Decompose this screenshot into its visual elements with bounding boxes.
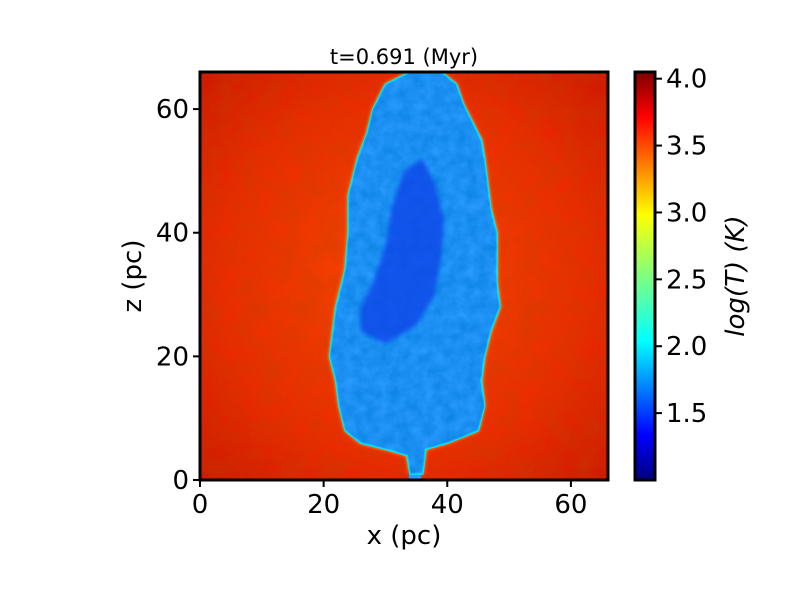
heatmap-image: [200, 72, 608, 480]
x-axis: 0 20 40 60: [192, 480, 587, 520]
colorbar-tick-label: 2.0: [666, 332, 707, 362]
colorbar-tick-label: 4.0: [666, 65, 707, 95]
colorbar-frame: [633, 70, 657, 482]
plot-frame: [198, 70, 610, 482]
colorbar-label: log(T) (K): [721, 215, 751, 336]
y-axis-label: z (pc): [118, 240, 148, 313]
colorbar-tick-label: 3.0: [666, 198, 707, 228]
y-axis: 0 20 40 60: [156, 95, 200, 496]
y-tick-label: 20: [156, 342, 189, 372]
cold-cloud-core: [360, 158, 445, 344]
colorbar-tick-label: 1.5: [666, 399, 707, 429]
colorbar-tick-label: 2.5: [666, 265, 707, 295]
colorbar-gradient: [635, 72, 655, 480]
colorbar: 1.5 2.0 2.5 3.0 3.5 4.0 log(T) (K): [633, 65, 751, 482]
x-axis-label: x (pc): [367, 521, 442, 551]
chart-title: t=0.691 (Myr): [330, 45, 478, 69]
x-tick-label: 60: [554, 490, 587, 520]
colorbar-tick-label: 3.5: [666, 132, 707, 162]
x-tick-label: 0: [192, 490, 209, 520]
y-tick-label: 60: [156, 95, 189, 125]
y-tick-label: 0: [172, 466, 189, 496]
y-tick-label: 40: [156, 219, 189, 249]
x-tick-label: 40: [431, 490, 464, 520]
x-tick-label: 20: [307, 490, 340, 520]
colorbar-ticks: 1.5 2.0 2.5 3.0 3.5 4.0: [655, 65, 707, 429]
